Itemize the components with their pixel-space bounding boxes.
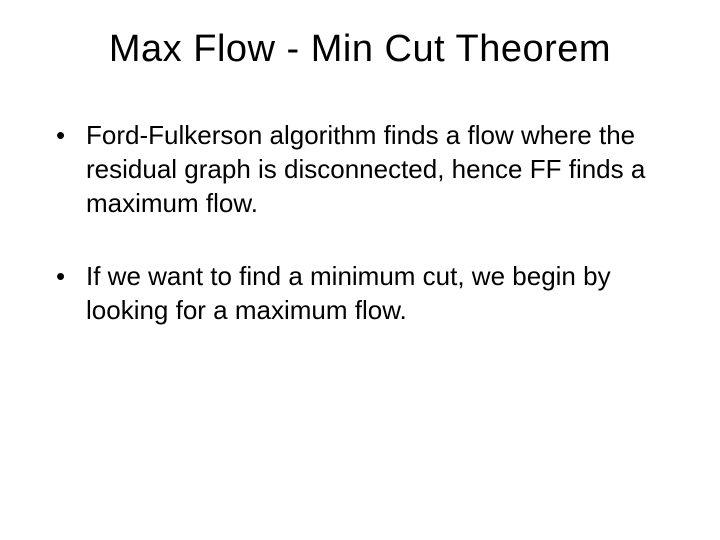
- slide-title: Max Flow - Min Cut Theorem: [50, 28, 670, 71]
- slide-container: Max Flow - Min Cut Theorem Ford-Fulkerso…: [0, 0, 720, 540]
- bullet-list: Ford-Fulkerson algorithm finds a flow wh…: [50, 119, 670, 328]
- bullet-item: Ford-Fulkerson algorithm finds a flow wh…: [50, 119, 670, 220]
- bullet-item: If we want to find a minimum cut, we beg…: [50, 260, 670, 328]
